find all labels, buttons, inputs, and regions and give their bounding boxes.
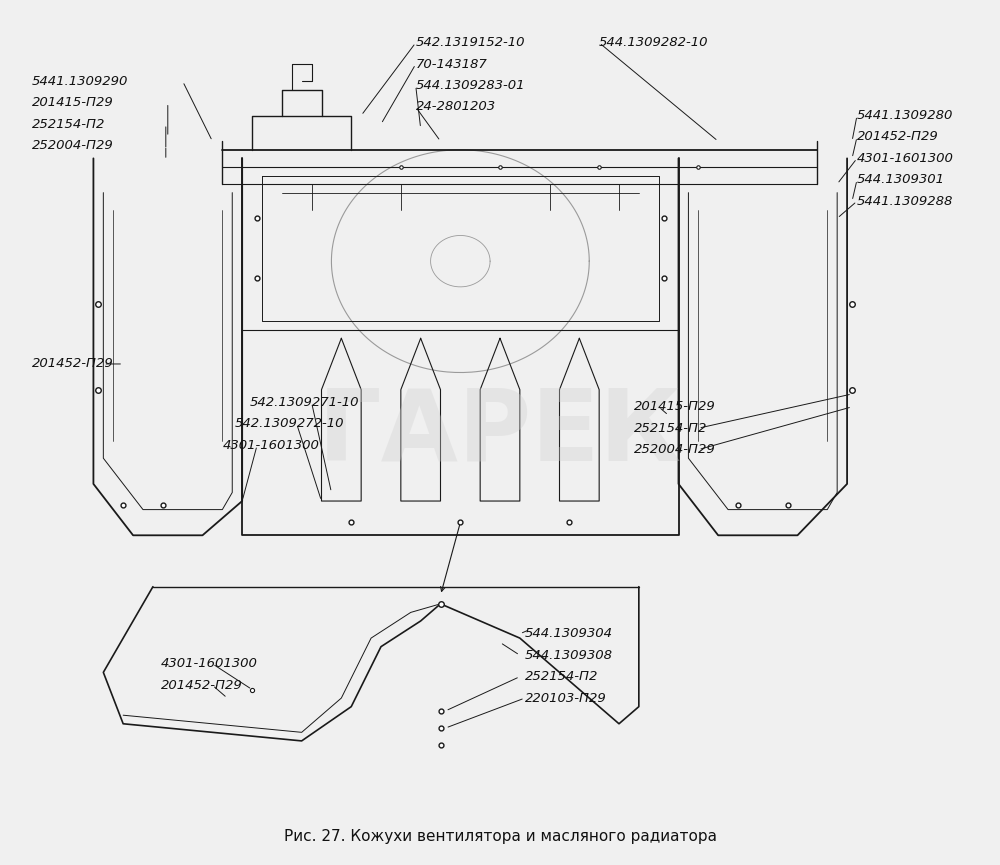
Text: 24-2801203: 24-2801203 xyxy=(416,100,496,113)
Text: 4301-1601300: 4301-1601300 xyxy=(161,657,258,670)
Text: 542.1319152-10: 542.1319152-10 xyxy=(416,36,525,49)
Text: 252004-П29: 252004-П29 xyxy=(634,443,716,456)
Text: 544.1309283-01: 544.1309283-01 xyxy=(416,79,525,92)
Text: 544.1309308: 544.1309308 xyxy=(525,649,613,662)
Text: 542.1309272-10: 542.1309272-10 xyxy=(235,418,345,431)
Text: 252004-П29: 252004-П29 xyxy=(32,139,114,152)
Text: 544.1309304: 544.1309304 xyxy=(525,627,613,640)
Text: 201452-П29: 201452-П29 xyxy=(32,357,114,370)
Text: 252154-П2: 252154-П2 xyxy=(634,422,707,435)
Text: 5441.1309288: 5441.1309288 xyxy=(857,195,953,208)
Text: 4301-1601300: 4301-1601300 xyxy=(222,439,319,452)
Text: 5441.1309290: 5441.1309290 xyxy=(32,74,128,87)
Text: 220103-П29: 220103-П29 xyxy=(525,691,607,705)
Text: 201452-П29: 201452-П29 xyxy=(857,131,939,144)
Text: 544.1309301: 544.1309301 xyxy=(857,173,945,186)
Text: ГАРЕК: ГАРЕК xyxy=(318,384,682,481)
Text: 70-143187: 70-143187 xyxy=(416,58,487,71)
Text: 201415-П29: 201415-П29 xyxy=(32,96,114,109)
Text: 544.1309282-10: 544.1309282-10 xyxy=(599,36,709,49)
Text: 542.1309271-10: 542.1309271-10 xyxy=(250,396,360,409)
Text: Рис. 27. Кожухи вентилятора и масляного радиатора: Рис. 27. Кожухи вентилятора и масляного … xyxy=(284,829,716,843)
Text: 201415-П29: 201415-П29 xyxy=(634,400,716,413)
Text: 252154-П2: 252154-П2 xyxy=(32,118,105,131)
Text: 252154-П2: 252154-П2 xyxy=(525,670,598,683)
Text: 4301-1601300: 4301-1601300 xyxy=(857,152,954,165)
Text: 201452-П29: 201452-П29 xyxy=(161,679,243,692)
Text: 5441.1309280: 5441.1309280 xyxy=(857,109,953,122)
